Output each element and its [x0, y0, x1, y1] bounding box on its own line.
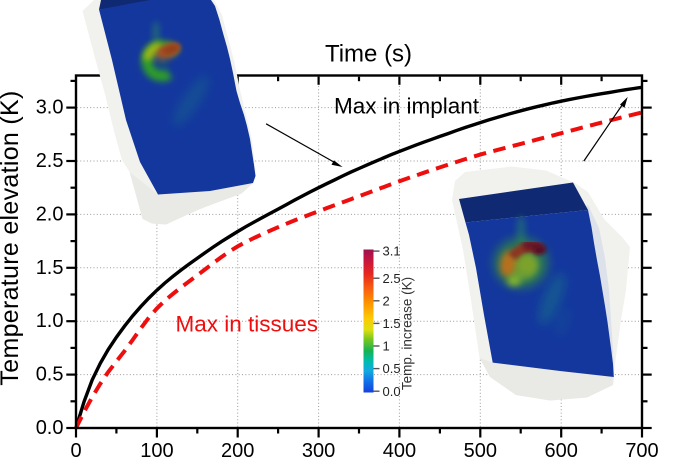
svg-text:100: 100 — [140, 440, 173, 460]
svg-text:Max in tissues: Max in tissues — [176, 312, 319, 337]
svg-text:400: 400 — [383, 440, 416, 460]
svg-text:Temperature elevation (K): Temperature elevation (K) — [0, 90, 24, 385]
svg-text:0.0: 0.0 — [36, 417, 64, 439]
svg-text:700: 700 — [625, 440, 658, 460]
svg-text:3.0: 3.0 — [36, 97, 64, 119]
svg-text:1: 1 — [383, 339, 390, 354]
svg-text:1.5: 1.5 — [36, 257, 64, 279]
svg-text:2: 2 — [383, 293, 390, 308]
svg-text:300: 300 — [302, 440, 335, 460]
svg-text:200: 200 — [221, 440, 254, 460]
svg-text:Max in implant: Max in implant — [334, 94, 480, 119]
svg-text:0: 0 — [70, 440, 81, 460]
svg-text:2.5: 2.5 — [383, 271, 401, 286]
svg-text:2.0: 2.0 — [36, 203, 64, 225]
svg-text:0.5: 0.5 — [383, 361, 401, 376]
svg-text:Time (s): Time (s) — [325, 41, 412, 68]
svg-text:600: 600 — [545, 440, 578, 460]
svg-text:500: 500 — [464, 440, 497, 460]
svg-text:3.1: 3.1 — [383, 244, 401, 259]
svg-text:1.5: 1.5 — [383, 316, 401, 331]
svg-text:1.0: 1.0 — [36, 310, 64, 332]
svg-text:2.5: 2.5 — [36, 150, 64, 172]
svg-text:0.0: 0.0 — [383, 384, 401, 399]
svg-text:0.5: 0.5 — [36, 364, 64, 386]
svg-text:Temp. increase (K): Temp. increase (K) — [400, 277, 415, 390]
